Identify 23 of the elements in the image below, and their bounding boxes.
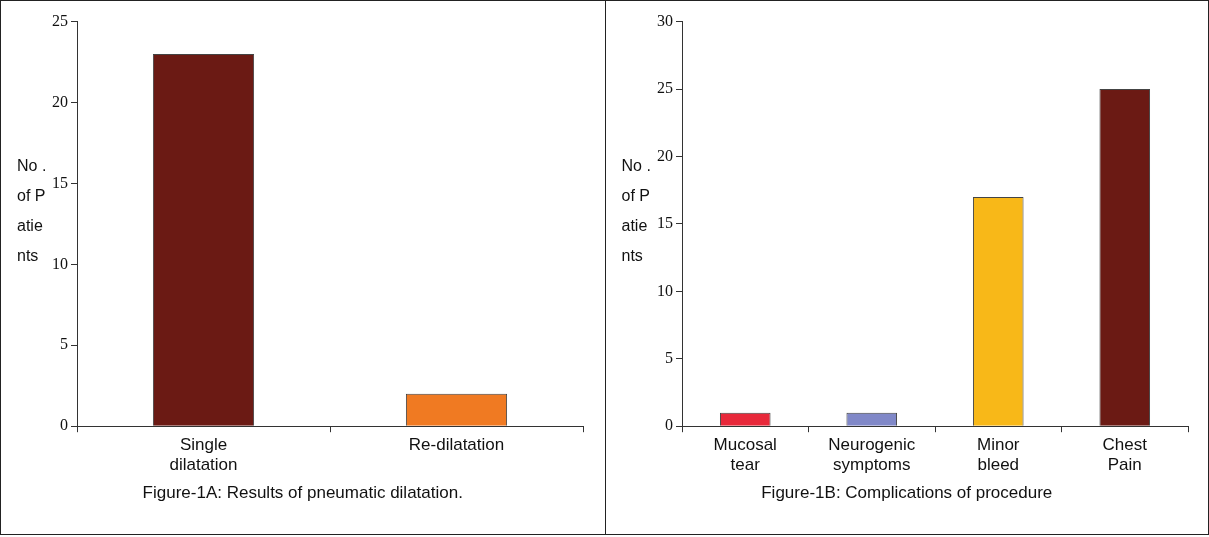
y-tick-label: 15 xyxy=(52,173,68,191)
x-tick-label: Single dilatation xyxy=(169,435,238,475)
y-tick-label: 20 xyxy=(656,146,673,164)
y-tick-label: 10 xyxy=(52,254,68,272)
x-tick-label: Neurogenic symptoms xyxy=(827,435,916,475)
y-axis-title: No .of Patients xyxy=(17,156,47,266)
x-tick-label: Mucosal tear xyxy=(713,435,777,475)
y-tick-label: 30 xyxy=(656,11,673,29)
y-tick-label: 25 xyxy=(656,79,673,97)
y-tick-label: 5 xyxy=(664,348,673,366)
y-tick-label: 5 xyxy=(60,335,68,353)
x-tick-label: Minor bleed xyxy=(976,435,1020,475)
y-tick-label: 25 xyxy=(52,11,68,29)
y-tick-label: 0 xyxy=(60,416,68,434)
text: Figure-1B: Complications of procedure xyxy=(760,483,1054,503)
y-tick-label: 15 xyxy=(656,214,673,232)
x-tick-label: Re-dilatation xyxy=(408,435,505,455)
y-tick-label: 0 xyxy=(664,416,673,434)
y-axis-title: No .of Patients xyxy=(621,156,652,266)
x-tick-label: Chest Pain xyxy=(1102,435,1147,475)
text: Figure-1A: Results of pneumatic dilatation. xyxy=(141,483,464,503)
y-tick-label: 10 xyxy=(656,281,673,299)
y-tick-label: 20 xyxy=(52,92,68,110)
